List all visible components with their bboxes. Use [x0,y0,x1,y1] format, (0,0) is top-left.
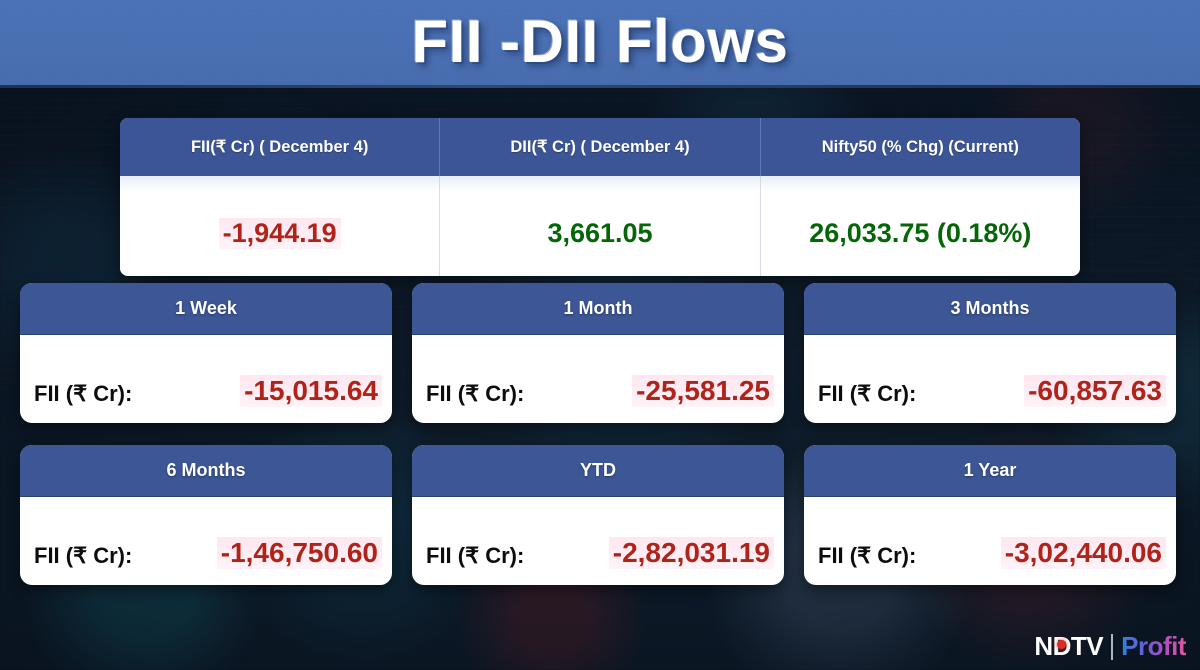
period-card-value: -25,581.25 [632,375,774,407]
period-card-6-months: 6 Months FII (₹ Cr): -1,46,750.60 [20,445,392,585]
period-card-1-week: 1 Week FII (₹ Cr): -15,015.64 [20,283,392,423]
logo-divider [1111,633,1114,660]
summary-value-fii-cell: -1,944.19 [120,176,441,276]
header-texture [0,0,1200,88]
period-card-title: 1 Month [412,283,784,335]
ndtv-profit-logo: NDTV Profit [1034,631,1186,662]
summary-value-fii: -1,944.19 [218,217,341,249]
logo-profit-text: Profit [1121,631,1186,661]
period-card-metric-label: FII (₹ Cr): [426,543,525,568]
period-card-1-year: 1 Year FII (₹ Cr): -3,02,440.06 [804,445,1176,585]
page-header: FII -DII Flows [0,0,1200,88]
summary-header-fii: FII (₹ Cr) ( December 4) [120,118,441,176]
summary-header-fii-unit: (₹ Cr) ( December 4) [210,138,369,156]
period-card-body: FII (₹ Cr): -1,46,750.60 [20,497,392,585]
period-card-metric-label: FII (₹ Cr): [34,381,133,406]
period-card-title: 1 Year [804,445,1176,497]
period-card-metric-label: FII (₹ Cr): [818,543,917,568]
period-card-value: -2,82,031.19 [608,537,774,569]
summary-value-nifty50-cell: 26,033.75 (0.18%) [761,176,1080,276]
period-card-body: FII (₹ Cr): -2,82,031.19 [412,497,784,585]
period-card-grid: 1 Week FII (₹ Cr): -15,015.64 1 Month FI… [20,283,1180,585]
period-card-title: YTD [412,445,784,497]
summary-header-fii-key: FII [190,137,211,156]
period-card-body: FII (₹ Cr): -15,015.64 [20,335,392,423]
period-card-metric-label: FII (₹ Cr): [34,543,133,568]
period-card-3-months: 3 Months FII (₹ Cr): -60,857.63 [804,283,1176,423]
period-card-body: FII (₹ Cr): -25,581.25 [412,335,784,423]
summary-header-dii: DII (₹ Cr) ( December 4) [440,118,761,176]
summary-value-dii: 3,661.05 [547,217,653,248]
summary-table-header-row: FII (₹ Cr) ( December 4) DII (₹ Cr) ( De… [120,118,1080,176]
period-card-title: 1 Week [20,283,392,335]
period-card-1-month: 1 Month FII (₹ Cr): -25,581.25 [412,283,784,423]
summary-header-nifty50-key: Nifty50 (% Chg) (Current) [821,137,1019,156]
period-card-body: FII (₹ Cr): -3,02,440.06 [804,497,1176,585]
period-card-value: -60,857.63 [1024,375,1166,407]
logo-ndtv-text: NDTV [1034,631,1104,661]
period-card-title: 3 Months [804,283,1176,335]
summary-header-dii-key: DII [510,137,532,156]
period-card-body: FII (₹ Cr): -60,857.63 [804,335,1176,423]
period-card-value: -3,02,440.06 [1000,537,1166,569]
summary-header-nifty50: Nifty50 (% Chg) (Current) [761,118,1080,176]
logo-red-dot-icon [1057,640,1067,649]
summary-table: FII (₹ Cr) ( December 4) DII (₹ Cr) ( De… [120,118,1080,276]
summary-value-nifty50: 26,033.75 (0.18%) [809,217,1032,248]
period-card-value: -1,46,750.60 [216,537,382,569]
period-card-ytd: YTD FII (₹ Cr): -2,82,031.19 [412,445,784,585]
period-card-title: 6 Months [20,445,392,497]
period-card-value: -15,015.64 [240,375,382,407]
page-title: FII -DII Flows [411,8,789,75]
period-card-metric-label: FII (₹ Cr): [818,381,917,406]
summary-header-dii-unit: (₹ Cr) ( December 4) [531,138,690,156]
period-card-metric-label: FII (₹ Cr): [426,381,525,406]
summary-table-value-row: -1,944.19 3,661.05 26,033.75 (0.18%) [120,176,1080,276]
summary-value-dii-cell: 3,661.05 [440,176,761,276]
